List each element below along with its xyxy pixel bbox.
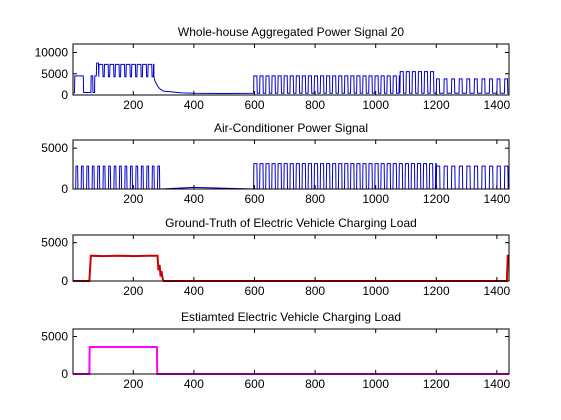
x-tick-label: 200	[123, 192, 143, 206]
axes-box	[72, 234, 510, 282]
subplot-2: Air-Conditioner Power Signal 200 400 600 80…	[41, 121, 510, 206]
subplot-1: Whole-house Aggregated Power Signal 20 2…	[35, 25, 511, 112]
x-tick-label: 600	[244, 192, 264, 206]
x-tick-label: 800	[305, 284, 325, 298]
axes-box	[72, 43, 510, 96]
x-tick-label: 1200	[423, 192, 450, 206]
x-tick-label: 800	[305, 377, 325, 391]
x-tick-label: 1000	[362, 377, 389, 391]
x-tick-label: 400	[184, 377, 204, 391]
y-tick-label: 0	[61, 182, 68, 196]
y-tick-label: 0	[61, 367, 68, 381]
series-line-1	[75, 163, 509, 190]
x-tick-label: 800	[305, 98, 325, 112]
x-tick-label: 600	[244, 98, 264, 112]
x-tick-label: 1200	[423, 98, 450, 112]
x-tick-label: 1200	[423, 377, 450, 391]
x-tick-label: 1400	[484, 284, 511, 298]
x-tick-label: 600	[244, 377, 264, 391]
subplot-title: Whole-house Aggregated Power Signal 20	[178, 25, 404, 39]
subplot-title: Estiamted Electric Vehicle Charging Load	[181, 310, 401, 324]
x-tick-label: 400	[184, 192, 204, 206]
x-tick-label: 600	[244, 284, 264, 298]
x-tick-label: 1200	[423, 284, 450, 298]
subplot-3: Ground-Truth of Electric Vehicle Chargin…	[41, 216, 510, 298]
y-tick-label: 5000	[41, 67, 68, 81]
x-tick-label: 200	[123, 377, 143, 391]
y-tick-label: 0	[61, 88, 68, 102]
x-tick-label: 400	[184, 98, 204, 112]
x-tick-label: 1400	[484, 98, 511, 112]
x-tick-label: 1000	[362, 192, 389, 206]
x-tick-label: 200	[123, 98, 143, 112]
y-tick-label: 5000	[41, 330, 68, 344]
subplot-title: Air-Conditioner Power Signal	[214, 121, 368, 135]
y-tick-label: 5000	[41, 236, 68, 250]
x-tick-label: 1400	[484, 192, 511, 206]
x-tick-label: 1400	[484, 377, 511, 391]
axes-box	[72, 328, 510, 375]
subplot-title: Ground-Truth of Electric Vehicle Chargin…	[165, 216, 417, 230]
axes-box	[72, 139, 510, 190]
x-tick-label: 200	[123, 284, 143, 298]
subplot-4: Estiamted Electric Vehicle Charging Load…	[41, 310, 510, 391]
x-tick-label: 1000	[362, 98, 389, 112]
y-tick-label: 5000	[41, 141, 68, 155]
x-tick-label: 1000	[362, 284, 389, 298]
x-tick-label: 400	[184, 284, 204, 298]
y-tick-label: 0	[61, 274, 68, 288]
x-tick-label: 800	[305, 192, 325, 206]
y-tick-label: 10000	[35, 46, 69, 60]
series-line-1	[73, 62, 509, 95]
